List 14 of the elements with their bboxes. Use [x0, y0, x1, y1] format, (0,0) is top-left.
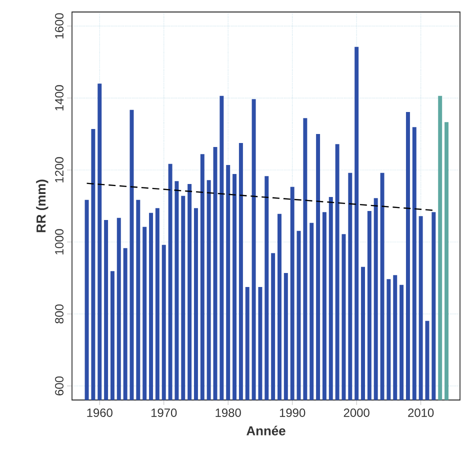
x-tick-label: 1990: [280, 408, 306, 417]
x-tick-label: 1980: [216, 408, 241, 417]
x-axis-title: Année: [246, 426, 286, 436]
y-tick-label: 600: [55, 376, 64, 396]
y-axis-title: RR (mm): [36, 180, 48, 232]
x-tick-label: 2000: [344, 408, 370, 417]
y-tick-label: 800: [55, 304, 64, 324]
y-tick-label: 1600: [55, 13, 64, 38]
x-tick-label: 2010: [408, 408, 434, 417]
x-tick-label: 1970: [151, 408, 177, 417]
x-tick-label: 1960: [87, 408, 112, 417]
y-tick-label: 1200: [55, 157, 64, 182]
y-tick-label: 1400: [55, 85, 64, 110]
y-tick-label: 1000: [55, 229, 64, 254]
